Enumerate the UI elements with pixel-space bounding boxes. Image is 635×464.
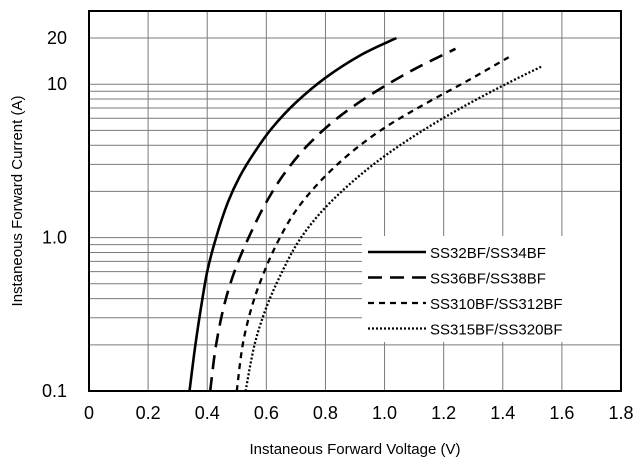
legend-label-2: SS36BF/SS38BF (430, 271, 546, 288)
series-group (188, 36, 542, 392)
series-line-3 (235, 56, 510, 392)
series-line-2 (208, 47, 457, 392)
legend-label-1: SS32BF/SS34BF (430, 245, 546, 262)
x-tick-label: 0.4 (195, 403, 220, 423)
legend-label-3: SS310BF/SS312BF (430, 296, 563, 313)
legend-label-4: SS315BF/SS320BF (430, 322, 563, 339)
legend-background (362, 236, 621, 342)
series-line-1 (188, 36, 397, 392)
y-tick-label: 1.0 (42, 228, 67, 248)
y-tick-label: 0.1 (42, 381, 67, 401)
x-axis-label: Instaneous Forward Voltage (V) (250, 441, 461, 458)
series-line-4 (244, 65, 542, 392)
x-tick-label: 1.0 (372, 403, 397, 423)
x-tick-label: 0.2 (136, 403, 161, 423)
x-tick-label: 0.6 (254, 403, 279, 423)
x-axis-ticks: 0 0.2 0.4 0.6 0.8 1.0 1.2 1.4 1.6 1.8 (84, 403, 634, 423)
x-tick-label: 0 (84, 403, 94, 423)
x-tick-label: 1.6 (549, 403, 574, 423)
x-tick-label: 1.4 (490, 403, 515, 423)
x-tick-label: 1.8 (608, 403, 633, 423)
legend: SS32BF/SS34BF SS36BF/SS38BF SS310BF/SS312B… (368, 245, 563, 339)
plot-frame (88, 10, 622, 392)
x-tick-label: 1.2 (431, 403, 456, 423)
y-axis-label: Instaneous Forward Current (A) (9, 96, 26, 307)
y-tick-label: 10 (47, 74, 67, 94)
y-axis-ticks: 0.1 1.0 10 20 (42, 28, 67, 401)
y-tick-label: 20 (47, 28, 67, 48)
x-tick-label: 0.8 (313, 403, 338, 423)
